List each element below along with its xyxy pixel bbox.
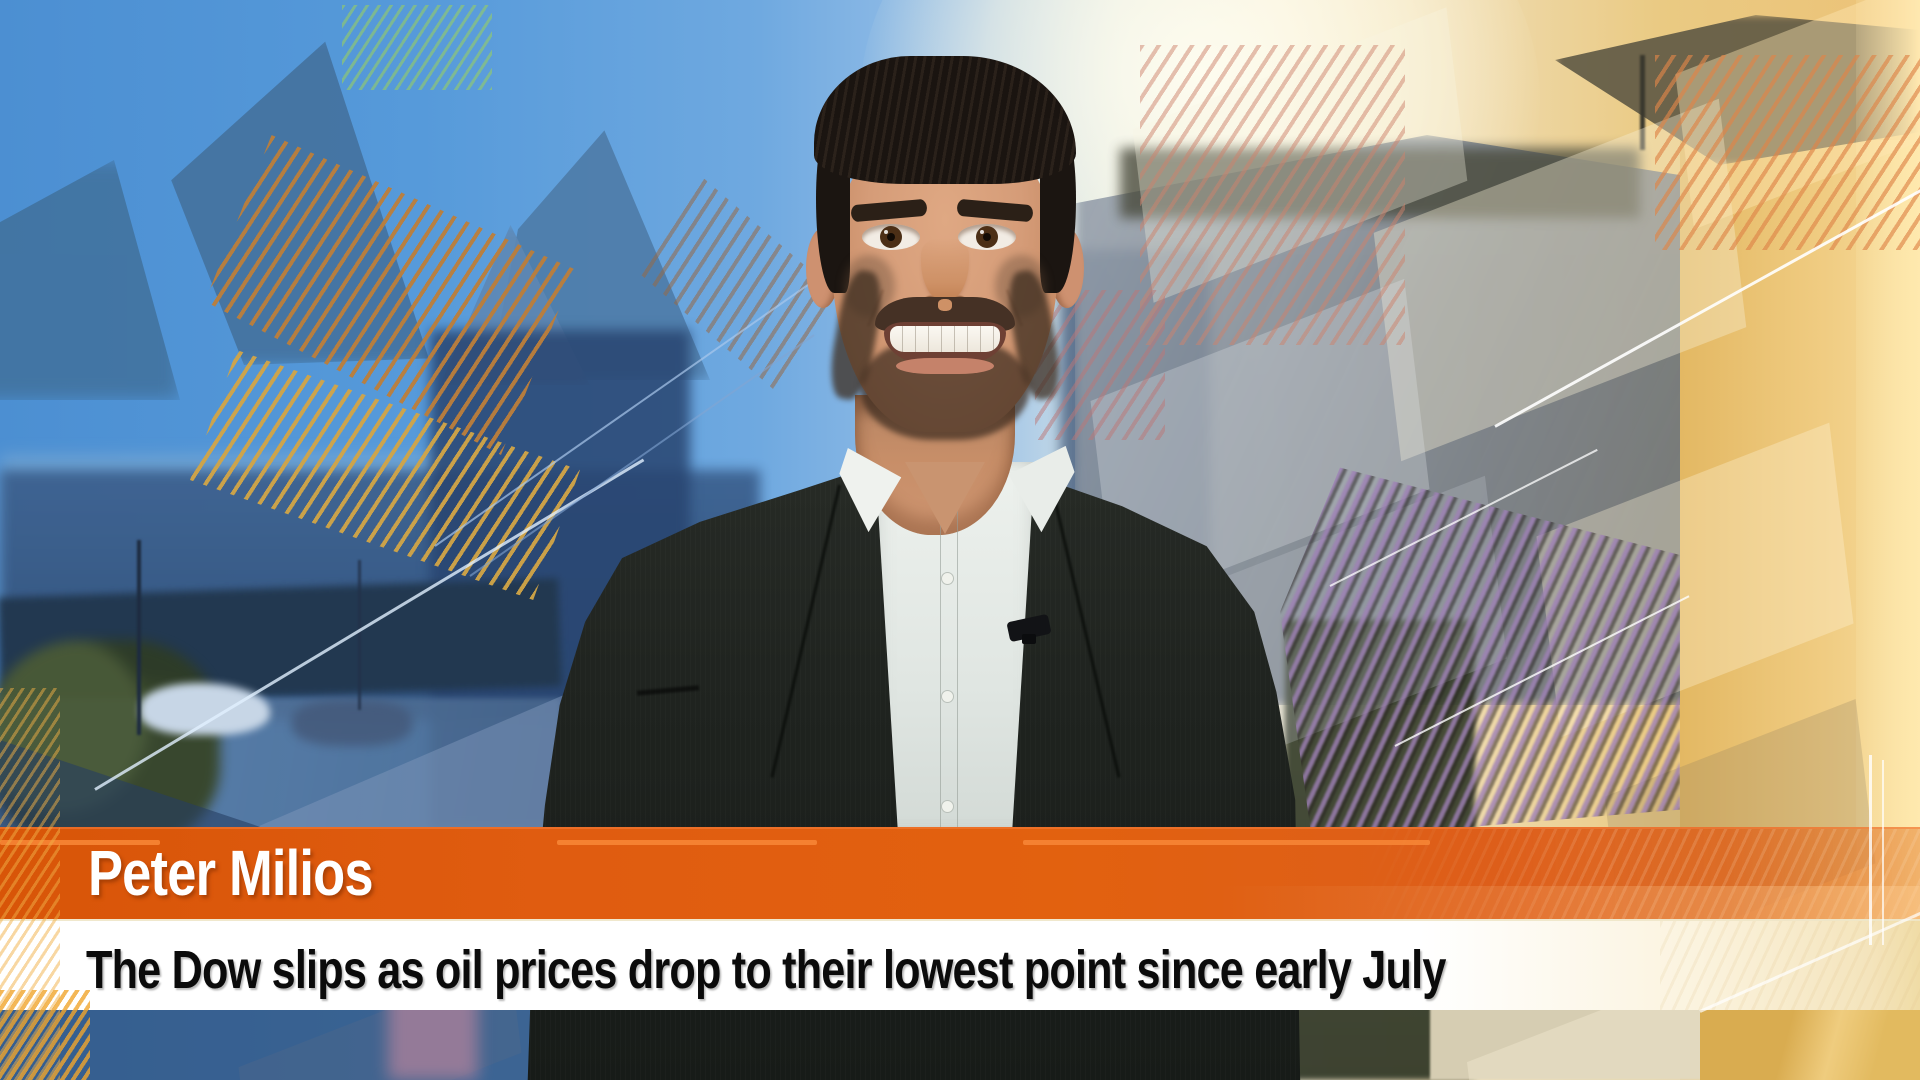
shirt-button [941, 800, 954, 813]
cream-wall-bottom-right [1430, 1005, 1730, 1080]
antenna-silhouette [1640, 55, 1645, 150]
shirt-button [941, 690, 954, 703]
shirt-button [941, 572, 954, 585]
presenter-name: Peter Milios [88, 837, 374, 909]
teeth [890, 326, 1000, 352]
light-pole-2 [358, 560, 361, 710]
sideburn-left [816, 118, 850, 293]
banner-accent-dash [557, 840, 817, 845]
diagonal-stripes-orange-top-right [1655, 55, 1920, 250]
hair-highlight [814, 56, 1076, 184]
eye-left [862, 224, 920, 250]
name-banner: Peter Milios [0, 827, 1920, 921]
shirt-placket [940, 505, 958, 831]
diagonal-stripes-green-top [342, 5, 492, 90]
presenter-hair [814, 56, 1076, 184]
diagonal-stripes-pink-right [1140, 45, 1405, 345]
iris-left [880, 226, 902, 248]
banner-accent-dash [0, 840, 160, 845]
light-pole-1 [137, 540, 141, 735]
nose [921, 238, 969, 302]
gold-wall-bottom-right [1700, 1000, 1920, 1080]
eye-right [958, 224, 1016, 250]
headline-banner-hatch [1660, 921, 1920, 1010]
philtrum [938, 299, 952, 311]
iris-right [976, 226, 998, 248]
sideburn-right [1040, 118, 1076, 293]
vertical-line-right-1 [1869, 755, 1872, 945]
lower-lip [896, 358, 994, 374]
corner-stripes-bottom-left [0, 990, 90, 1080]
headline-banner: The Dow slips as oil prices drop to thei… [0, 919, 1920, 1010]
headline-text: The Dow slips as oil prices drop to thei… [86, 940, 1446, 1000]
banner-accent-dash [1023, 840, 1430, 845]
microphone-clip [1022, 634, 1036, 644]
car-blur-white [140, 683, 270, 735]
banner-right-glow [1220, 886, 1920, 921]
vertical-line-right-2 [1882, 760, 1884, 945]
banner-hatch-pattern [1360, 829, 1920, 921]
car-blur-dark [292, 700, 412, 746]
